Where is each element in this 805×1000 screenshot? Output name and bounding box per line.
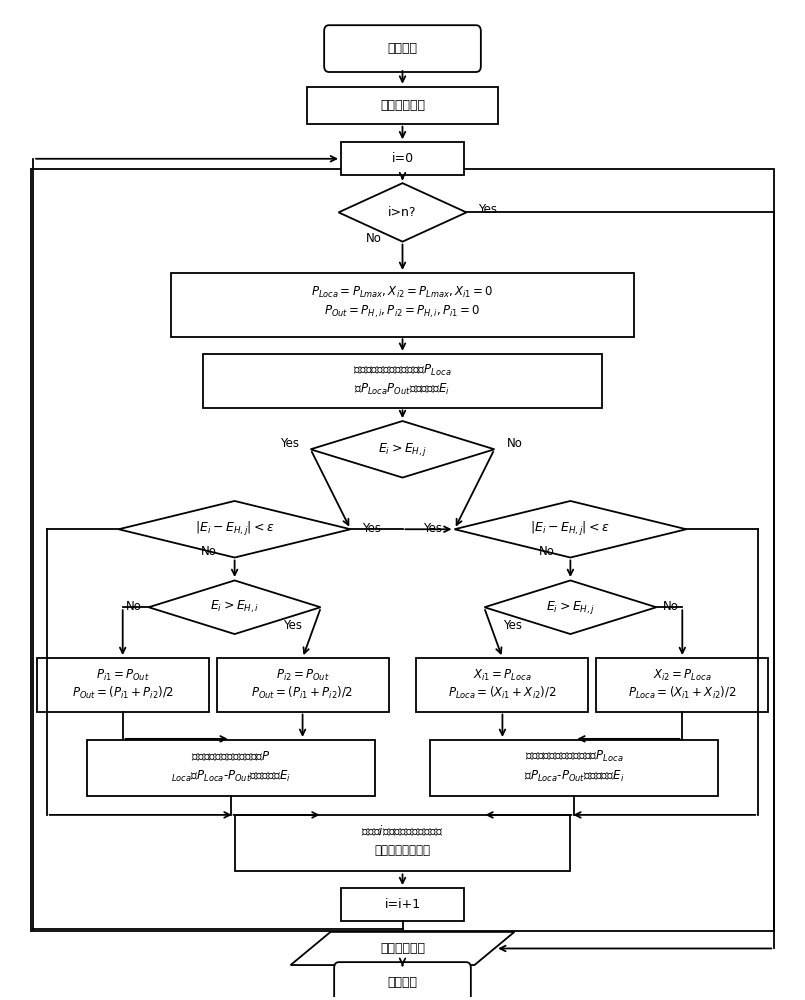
Polygon shape (311, 421, 494, 478)
FancyBboxPatch shape (334, 962, 471, 1000)
Text: $P_{Out}=P_{H,i},P_{i2}=P_{H,i},P_{i1}=0$: $P_{Out}=P_{H,i},P_{i2}=P_{H,i},P_{i1}=0… (324, 304, 481, 320)
Polygon shape (339, 183, 466, 242)
Text: No: No (365, 232, 382, 245)
Text: $X_{i2}=P_{Loca}$: $X_{i2}=P_{Loca}$ (653, 668, 712, 683)
Text: $|E_i-E_{H,j}|<\varepsilon$: $|E_i-E_{H,j}|<\varepsilon$ (195, 520, 275, 538)
Text: 到$P_{Loca}P_{Out}$之间的面积$E_i$: 到$P_{Loca}P_{Out}$之间的面积$E_i$ (354, 382, 451, 397)
Text: $P_{Loca}=P_{Lmax},X_{i2}=P_{Lmax},X_{i1}=0$: $P_{Loca}=P_{Lmax},X_{i2}=P_{Lmax},X_{i1… (312, 285, 493, 300)
Text: 程序开始: 程序开始 (387, 42, 418, 55)
Text: 程序结束: 程序结束 (387, 976, 418, 989)
Bar (341, 142, 464, 175)
Text: 计算修正时序负荷曲线图上$P_{Loca}$: 计算修正时序负荷曲线图上$P_{Loca}$ (525, 749, 624, 764)
Text: No: No (539, 545, 555, 558)
Text: No: No (663, 600, 679, 613)
Text: No: No (201, 545, 217, 558)
Text: Yes: Yes (362, 522, 382, 535)
Text: $E_i>E_{H,i}$: $E_i>E_{H,i}$ (210, 599, 259, 615)
Text: 计算修正时序负荷曲线图上$P_{Loca}$: 计算修正时序负荷曲线图上$P_{Loca}$ (353, 363, 452, 378)
Polygon shape (118, 501, 350, 558)
Bar (416, 658, 588, 712)
FancyBboxPatch shape (324, 25, 481, 72)
Text: No: No (126, 600, 142, 613)
Text: Yes: Yes (503, 619, 522, 632)
Text: Yes: Yes (279, 437, 299, 450)
Text: $X_{i1}=P_{Loca}$: $X_{i1}=P_{Loca}$ (473, 668, 532, 683)
Bar (37, 658, 208, 712)
Bar (341, 888, 464, 921)
Bar (234, 815, 571, 871)
Text: 到$P_{Loca}$-$P_{Out}$之间的面积$E_i$: 到$P_{Loca}$-$P_{Out}$之间的面积$E_i$ (524, 769, 625, 784)
Bar (431, 740, 718, 796)
Text: i=i+1: i=i+1 (385, 898, 420, 911)
Text: No: No (506, 437, 522, 450)
Text: i=0: i=0 (391, 152, 414, 165)
Text: i>n?: i>n? (388, 206, 417, 219)
Text: Yes: Yes (477, 203, 497, 216)
Text: $P_{Out}=(P_{i1}+P_{i2})/2$: $P_{Out}=(P_{i1}+P_{i2})/2$ (251, 685, 353, 701)
Text: 计算修正时序负荷曲线图上$P$: 计算修正时序负荷曲线图上$P$ (191, 750, 270, 763)
Text: $_{Loca}$到$P_{Loca}$-$P_{Out}$之间的面积$E_i$: $_{Loca}$到$P_{Loca}$-$P_{Out}$之间的面积$E_i$ (171, 769, 291, 784)
Text: 修正时序负荷曲线: 修正时序负荷曲线 (374, 844, 431, 857)
Polygon shape (485, 580, 656, 634)
Polygon shape (149, 580, 320, 634)
Bar (217, 658, 389, 712)
Text: $|E_i-E_{H,j}|<\varepsilon$: $|E_i-E_{H,j}|<\varepsilon$ (530, 520, 610, 538)
Polygon shape (455, 501, 687, 558)
Bar (307, 87, 498, 124)
Bar (171, 273, 634, 337)
Text: $P_{i2}=P_{Out}$: $P_{i2}=P_{Out}$ (276, 668, 329, 683)
Text: $P_{i1}=P_{Out}$: $P_{i1}=P_{Out}$ (96, 668, 150, 683)
Bar (597, 658, 768, 712)
Text: 输入原始数据: 输入原始数据 (380, 99, 425, 112)
Text: Yes: Yes (283, 619, 302, 632)
Polygon shape (291, 932, 514, 965)
Text: $P_{Out}=(P_{i1}+P_{i2})/2$: $P_{Out}=(P_{i1}+P_{i2})/2$ (72, 685, 174, 701)
Text: $P_{Loca}=(X_{i1}+X_{i2})/2$: $P_{Loca}=(X_{i1}+X_{i2})/2$ (448, 685, 556, 701)
Bar (31, 169, 774, 931)
Text: $E_i>E_{H,j}$: $E_i>E_{H,j}$ (546, 599, 595, 616)
Text: $E_i>E_{H,j}$: $E_i>E_{H,j}$ (378, 441, 427, 458)
Text: 输出计算结果: 输出计算结果 (380, 942, 425, 955)
Text: $P_{Loca}=(X_{i1}+X_{i2})/2$: $P_{Loca}=(X_{i1}+X_{i2})/2$ (628, 685, 737, 701)
Bar (203, 354, 602, 408)
Bar (87, 740, 374, 796)
Text: 得到第$i$台水电机组的时序出力: 得到第$i$台水电机组的时序出力 (361, 824, 444, 839)
Text: Yes: Yes (423, 522, 443, 535)
